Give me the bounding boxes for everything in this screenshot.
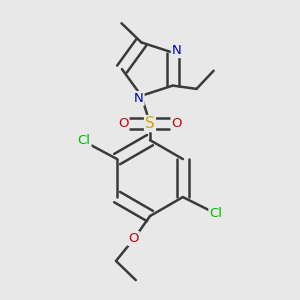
Text: O: O [128,232,139,245]
Text: Cl: Cl [78,134,91,147]
Text: N: N [172,44,182,57]
Text: N: N [134,92,144,105]
Text: S: S [145,116,155,131]
Text: Cl: Cl [209,207,222,220]
Text: O: O [172,117,182,130]
Text: O: O [118,117,128,130]
